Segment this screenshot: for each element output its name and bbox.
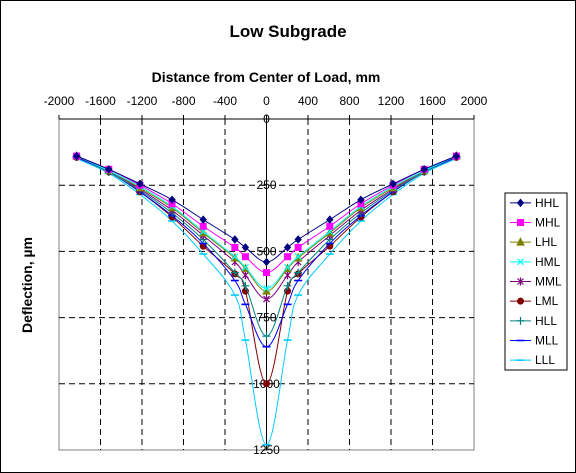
legend-item-mhl: MHL xyxy=(510,216,561,230)
y-tick-label: 750 xyxy=(256,311,276,325)
y-tick-label: 0 xyxy=(263,112,270,126)
x-tick-label: -2000 xyxy=(44,94,75,108)
data-point-mhl xyxy=(263,269,270,277)
x-tick-label: 1600 xyxy=(419,94,446,108)
legend-item-lll: LLL xyxy=(510,353,555,367)
x-axis-title: Distance from Center of Load, mm xyxy=(152,69,381,85)
data-point-mhl xyxy=(294,243,302,251)
y-tick-label: 500 xyxy=(256,244,276,258)
data-point-hhl xyxy=(452,151,461,161)
data-point-hhl xyxy=(241,243,250,252)
data-point-hhl xyxy=(357,195,365,205)
legend-marker-hhl xyxy=(516,198,525,208)
data-point-hhl xyxy=(72,151,81,161)
data-point-mml xyxy=(263,295,270,304)
data-point-hhl xyxy=(420,165,428,174)
x-tick-label: 0 xyxy=(263,94,270,108)
x-tick-label: 800 xyxy=(339,94,359,108)
legend-label-mhl: MHL xyxy=(535,216,561,230)
legend-item-lhl: LHL xyxy=(510,235,557,249)
x-tick-label: 400 xyxy=(298,94,318,108)
y-axis-title: Deflection, µm xyxy=(19,237,35,333)
data-point-mhl xyxy=(284,253,292,261)
x-tick-label: 2000 xyxy=(461,94,488,108)
plot-area: -2000 -1600 -1200 -800 -400 0 400 800 1200 1600 20… xyxy=(44,94,488,457)
x-tick-label: -400 xyxy=(213,94,237,108)
data-point-hhl xyxy=(136,179,144,189)
data-point-hhl xyxy=(231,235,239,244)
legend: HHL MHL LHL HML MML LML HLL MLL LLL xyxy=(504,192,568,371)
legend-marker-lhl xyxy=(516,237,525,246)
data-point-hml xyxy=(242,263,249,271)
legend-label-mll: MLL xyxy=(535,334,559,348)
data-point-lml xyxy=(263,380,270,388)
legend-label-hll: HLL xyxy=(535,314,557,328)
legend-item-mml: MML xyxy=(510,275,562,289)
legend-marker-mml xyxy=(517,277,524,286)
x-tick-label: 1200 xyxy=(378,94,405,108)
data-point-hhl xyxy=(199,215,207,224)
data-point-hll xyxy=(262,332,271,341)
data-point-hml xyxy=(231,253,239,261)
legend-label-lhl: LHL xyxy=(535,235,557,249)
data-point-hml xyxy=(284,263,291,271)
data-point-hll xyxy=(241,281,250,290)
legend-label-hml: HML xyxy=(535,255,561,269)
data-point-mhl xyxy=(326,222,334,230)
legend-marker-hml xyxy=(517,258,524,266)
data-point-hll xyxy=(230,268,239,277)
legend-marker-mhl xyxy=(517,219,524,226)
data-point-hml xyxy=(263,285,270,292)
x-tick-label: -1200 xyxy=(127,94,158,108)
data-point-mml xyxy=(284,271,291,280)
data-point-hhl xyxy=(105,165,113,174)
y-tick-label: 1250 xyxy=(253,443,280,457)
chart-title: Low Subgrade xyxy=(229,22,346,41)
data-point-mhl xyxy=(231,243,239,251)
series-hhl xyxy=(72,151,461,267)
legend-label-lll: LLL xyxy=(535,353,555,367)
legend-marker-hll xyxy=(516,316,525,325)
legend-label-lml: LML xyxy=(535,294,559,308)
legend-label-hhl: HHL xyxy=(535,196,559,210)
data-point-hhl xyxy=(283,243,292,252)
data-point-mhl xyxy=(199,222,207,230)
data-point-hll xyxy=(283,281,292,290)
data-point-hhl xyxy=(262,257,271,267)
legend-item-lml: LML xyxy=(510,294,559,308)
legend-item-hll: HLL xyxy=(510,314,557,328)
legend-item-mll: MLL xyxy=(510,334,559,348)
data-point-hll xyxy=(294,268,303,277)
legend-marker-lml xyxy=(517,297,524,305)
legend-item-hml: HML xyxy=(510,255,561,269)
data-point-hml xyxy=(294,253,302,261)
data-point-mhl xyxy=(241,253,249,261)
legend-item-hhl: HHL xyxy=(510,196,559,210)
y-tick-label: 250 xyxy=(256,178,276,192)
x-tick-label: -800 xyxy=(171,94,195,108)
data-point-hhl xyxy=(294,235,302,244)
data-point-hhl xyxy=(389,179,397,189)
data-point-hhl xyxy=(168,195,176,205)
data-point-hhl xyxy=(326,215,334,224)
x-tick-label: -1600 xyxy=(85,94,116,108)
legend-label-mml: MML xyxy=(535,275,562,289)
data-point-mml xyxy=(242,271,249,280)
